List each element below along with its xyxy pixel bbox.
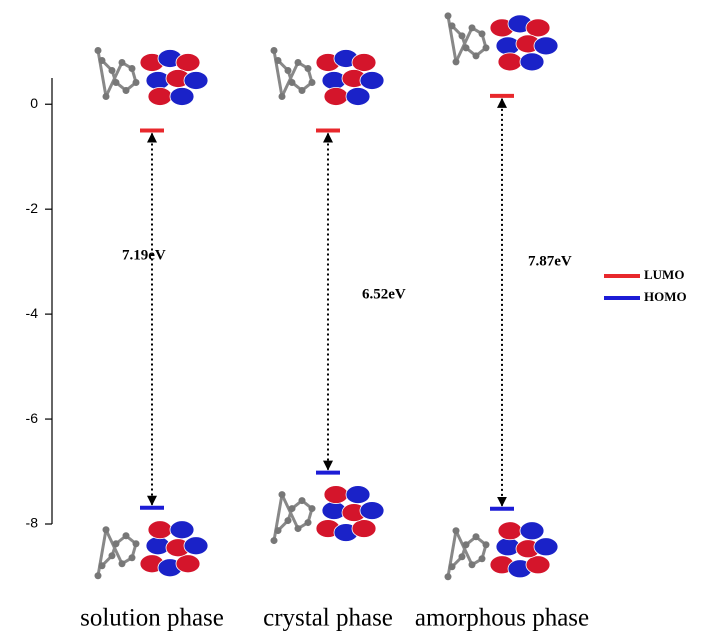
y-tick-label: -2 (26, 200, 39, 216)
gap-label: 6.52eV (362, 286, 406, 302)
chart: 0 -2 -4 -6 -8 solution phase 7.19eV crystal pha… (0, 0, 713, 638)
orbital-image (95, 521, 209, 580)
atom (479, 30, 486, 37)
orbital-lobe (324, 87, 348, 105)
atom (129, 65, 136, 72)
atom (295, 59, 302, 66)
atom (275, 57, 282, 64)
legend-label: LUMO (644, 267, 684, 282)
atom (129, 554, 136, 561)
atom (285, 517, 292, 524)
atom (275, 527, 282, 534)
atom (469, 24, 476, 31)
orbital-lobe (526, 556, 550, 574)
atom (285, 67, 292, 74)
orbital-image (271, 47, 385, 106)
atom (459, 32, 466, 39)
orbital-lobe (360, 71, 384, 89)
orbital-lobe (520, 522, 544, 540)
atom (99, 562, 106, 569)
atom (103, 526, 110, 533)
orbital-lobe (352, 53, 376, 71)
orbital-lobe (346, 486, 370, 504)
atom (445, 12, 452, 19)
atom (463, 44, 470, 51)
y-tick-label: -6 (26, 410, 39, 426)
atom (469, 561, 476, 568)
gap-label: 7.19eV (122, 247, 166, 263)
atom (113, 79, 120, 86)
atom (95, 47, 102, 54)
atom (289, 79, 296, 86)
atom (119, 560, 126, 567)
atom (453, 527, 460, 534)
atom (299, 497, 306, 504)
atom (483, 541, 490, 548)
atom (123, 532, 130, 539)
atom (453, 58, 460, 65)
orbital-lobe (176, 555, 200, 573)
orbital-lobe (184, 71, 208, 89)
orbital-lobe (534, 538, 558, 556)
orbital-image (445, 522, 559, 581)
y-tick-label: -8 (26, 515, 39, 531)
atom (463, 541, 470, 548)
orbital-lobe (170, 521, 194, 539)
atom (449, 563, 456, 570)
atom (305, 519, 312, 526)
atom (109, 67, 116, 74)
atom (445, 573, 452, 580)
atom (309, 505, 316, 512)
atom (271, 537, 278, 544)
legend-label: HOMO (644, 289, 687, 304)
orbital-image (95, 47, 209, 106)
atom (449, 22, 456, 29)
orbital-lobe (498, 53, 522, 71)
atom (305, 65, 312, 72)
atom (113, 540, 120, 547)
atom (271, 47, 278, 54)
orbital-image (271, 486, 385, 544)
orbital-lobe (360, 502, 384, 520)
y-tick-label: 0 (30, 95, 38, 111)
atom (279, 491, 286, 498)
atom (289, 505, 296, 512)
atom (119, 59, 126, 66)
atom (133, 540, 140, 547)
atom (473, 52, 480, 59)
atom (299, 87, 306, 94)
orbital-lobe (534, 37, 558, 55)
orbital-lobe (324, 486, 348, 504)
atom (295, 525, 302, 532)
orbital-lobe (176, 53, 200, 71)
orbital-lobe (352, 520, 376, 538)
atom (459, 553, 466, 560)
orbital-lobe (498, 522, 522, 540)
y-tick-label: -4 (26, 305, 39, 321)
atom (133, 79, 140, 86)
category-label: solution phase (80, 605, 224, 632)
atom (309, 79, 316, 86)
category-label: amorphous phase (415, 605, 589, 632)
atom (99, 57, 106, 64)
atom (95, 572, 102, 579)
atom (123, 87, 130, 94)
gap-label: 7.87eV (528, 253, 572, 269)
atom (473, 533, 480, 540)
atom (109, 552, 116, 559)
orbital-lobe (184, 537, 208, 555)
orbital-lobe (526, 19, 550, 37)
orbital-lobe (170, 87, 194, 105)
atom (103, 93, 110, 100)
orbital-lobe (148, 87, 172, 105)
atom (279, 93, 286, 100)
orbital-lobe (346, 87, 370, 105)
orbital-lobe (520, 53, 544, 71)
category-label: crystal phase (263, 605, 393, 632)
orbital-image (445, 12, 559, 70)
atom (483, 44, 490, 51)
atom (479, 555, 486, 562)
orbital-lobe (148, 521, 172, 539)
